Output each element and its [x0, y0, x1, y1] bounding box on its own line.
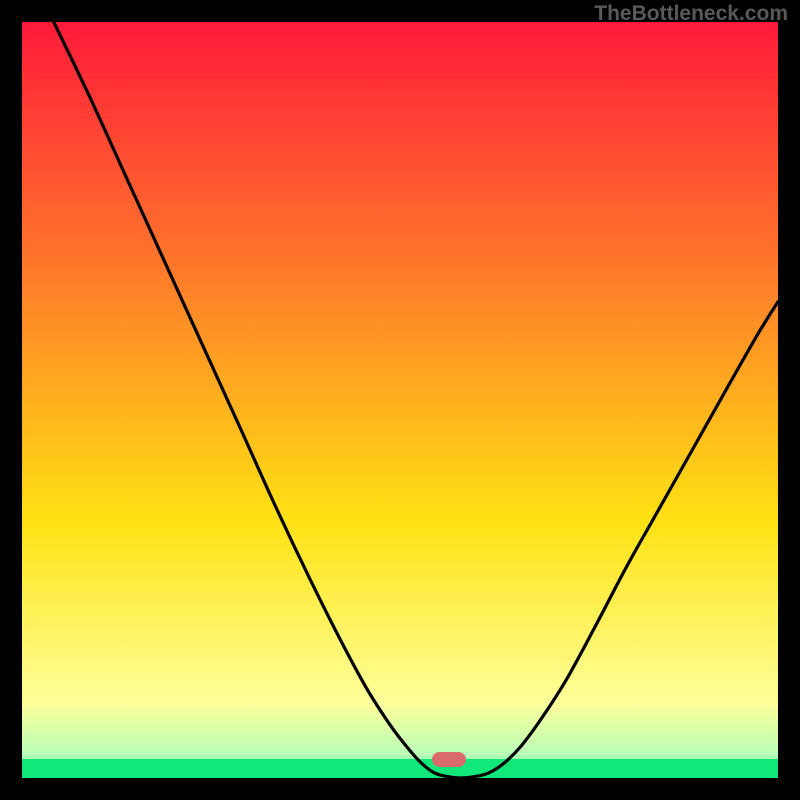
chart-container: TheBottleneck.com	[0, 0, 800, 800]
curve-path	[54, 22, 778, 778]
plot-area	[22, 22, 778, 778]
balance-marker	[432, 752, 466, 767]
bottleneck-curve	[22, 22, 778, 778]
watermark: TheBottleneck.com	[594, 2, 788, 26]
